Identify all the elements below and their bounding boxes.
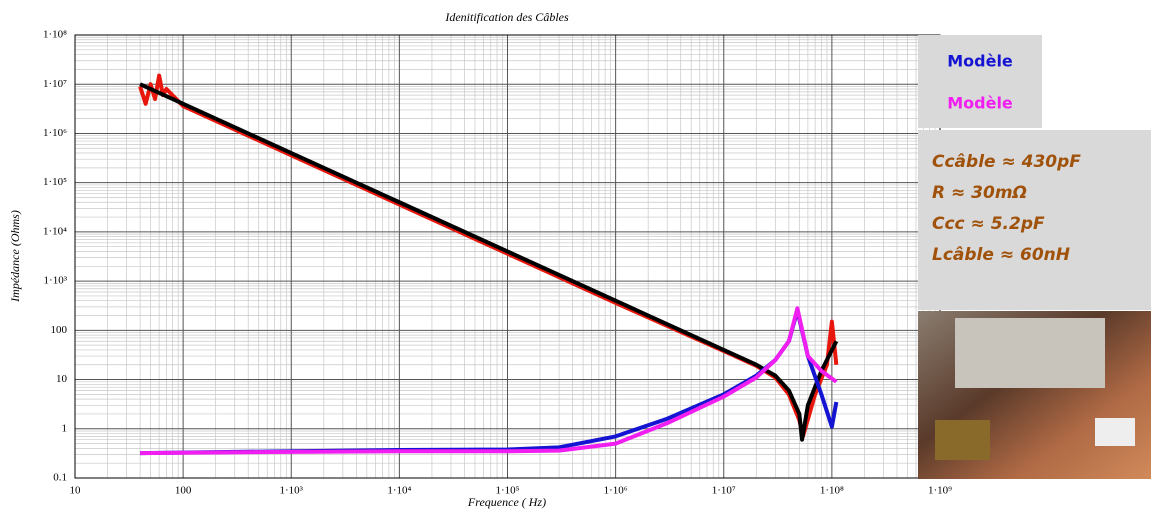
chart-title: Idenitification des Câbles (444, 10, 569, 24)
series-line (140, 306, 838, 456)
y-tick-label: 0.1 (53, 472, 67, 484)
x-tick-label: 1·10⁶ (604, 485, 628, 497)
x-tick-label: 100 (175, 485, 192, 497)
annotation: Ccc ≈ 5.2pF (932, 214, 1045, 234)
x-tick-label: 1·10⁵ (496, 485, 520, 497)
x-tick-label: 1·10⁹ (928, 485, 952, 497)
y-tick-label: 1 (62, 422, 68, 434)
x-tick-label: 1·10⁸ (820, 485, 844, 497)
annotation: R ≈ 30mΩ (932, 183, 1027, 203)
annotation: Ccâble ≈ 430pF (932, 152, 1081, 172)
photo-instrument (955, 318, 1105, 388)
annotation: Lcâble ≈ 60nH (932, 245, 1070, 265)
series-line (139, 82, 839, 442)
y-tick-label: 1·10⁵ (43, 176, 67, 188)
y-tick-label: 1·10⁴ (43, 225, 67, 237)
legend-label: Modèle (947, 94, 1013, 113)
y-tick-label: 100 (51, 324, 68, 336)
y-tick-label: 1·10⁸ (43, 29, 67, 41)
photo-board (935, 420, 990, 460)
x-tick-label: 10 (70, 485, 82, 497)
legend-box (918, 35, 1042, 128)
y-tick-label: 1·10³ (44, 275, 68, 287)
x-tick-label: 1·10⁴ (387, 485, 411, 497)
y-axis-label: Impédance (Ohms) (8, 210, 22, 303)
x-tick-label: 1·10³ (280, 485, 304, 497)
legend-label: Modèle (947, 52, 1013, 71)
y-tick-label: 10 (56, 373, 68, 385)
photo-block (1095, 418, 1135, 446)
y-tick-label: 1·10⁷ (43, 78, 67, 90)
x-axis-label: Frequence ( Hz) (467, 495, 546, 509)
annotation-box (918, 130, 1151, 310)
series-line (138, 73, 839, 439)
y-tick-label: 1·10⁶ (43, 127, 67, 139)
x-tick-label: 1·10⁷ (712, 485, 736, 497)
